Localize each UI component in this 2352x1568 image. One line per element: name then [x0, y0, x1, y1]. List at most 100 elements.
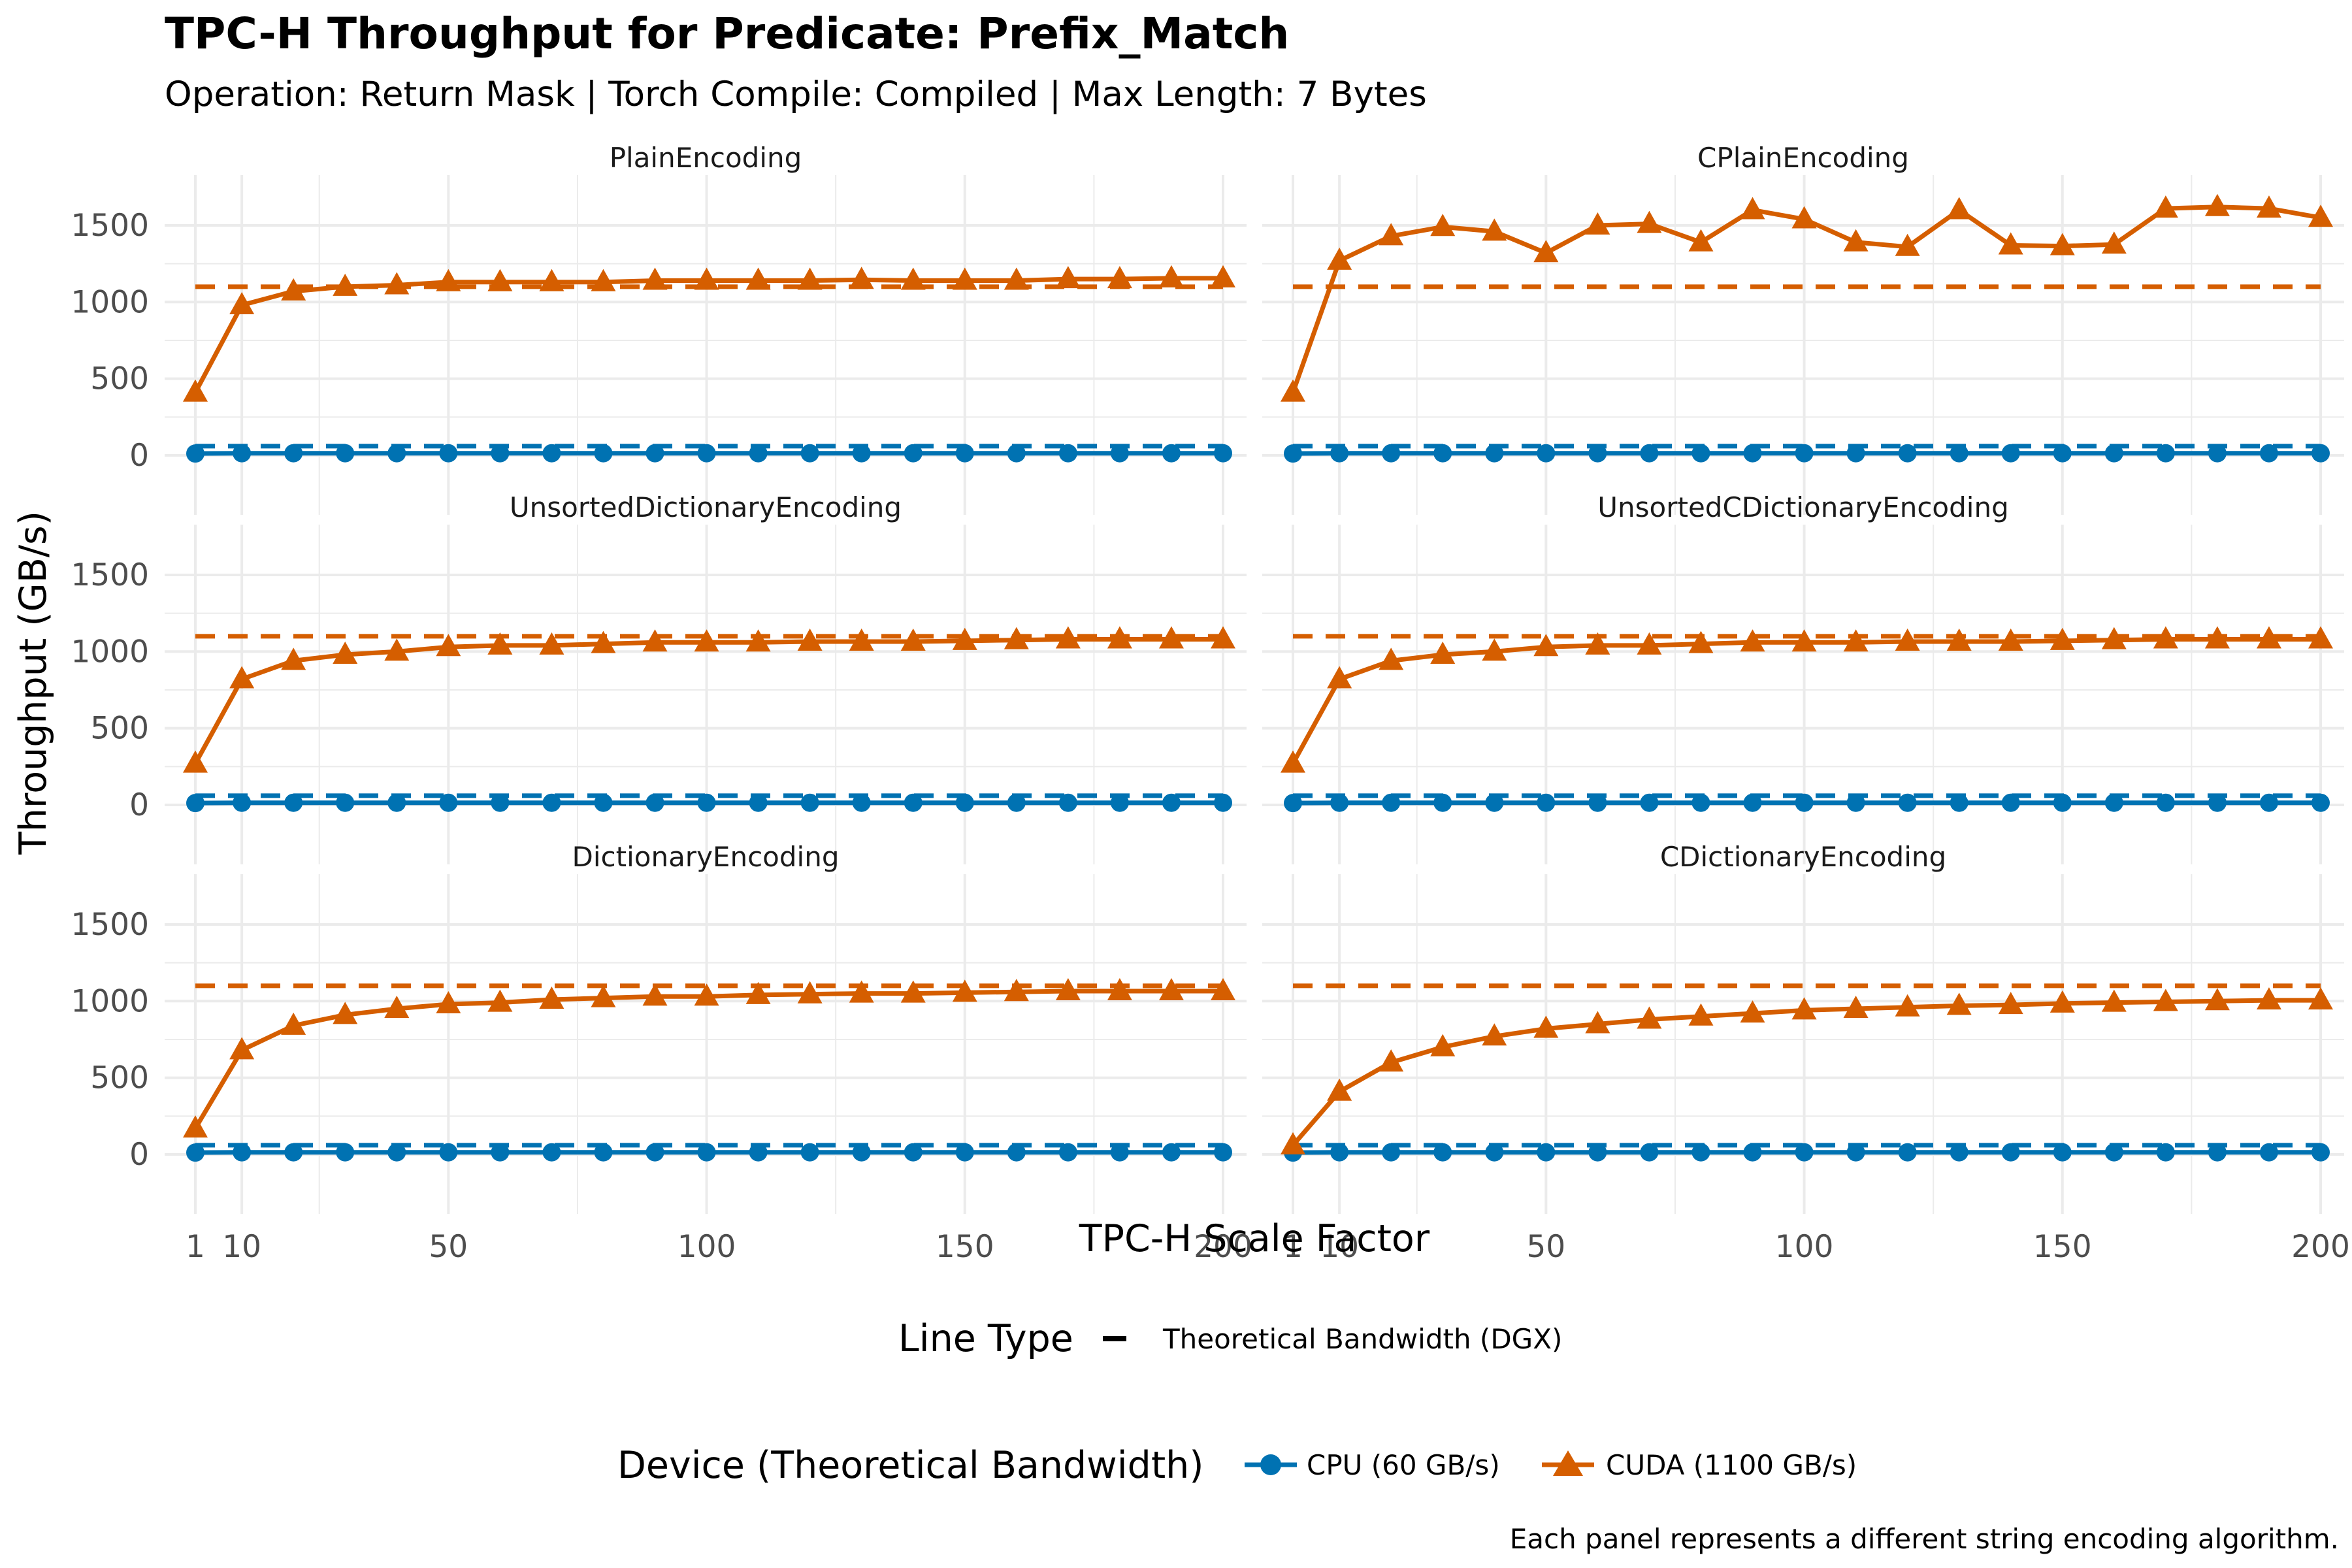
- cuda-point: [1482, 638, 1507, 661]
- cuda-point: [1688, 630, 1714, 653]
- cuda-point: [1791, 206, 1817, 229]
- cuda-point: [1482, 218, 1507, 241]
- cpu-point: [284, 793, 303, 812]
- cuda-point: [2308, 987, 2333, 1010]
- cpu-point: [439, 793, 458, 812]
- cuda-point: [694, 267, 719, 290]
- x-tick-label: 1: [186, 1229, 205, 1265]
- cuda-point: [1158, 626, 1184, 649]
- cpu-point: [1691, 1143, 1710, 1162]
- cuda-point: [1211, 626, 1235, 649]
- cuda-point: [1637, 210, 1662, 233]
- cpu-point: [1846, 793, 1865, 812]
- y-tick-label: 1500: [71, 557, 149, 593]
- cuda-point: [2153, 195, 2178, 218]
- cpu-point: [1162, 1143, 1181, 1162]
- cpu-point: [1950, 444, 1968, 463]
- cuda-point: [2050, 233, 2075, 255]
- cpu-point: [2104, 444, 2123, 463]
- cpu-point: [1898, 444, 1917, 463]
- cuda-point: [1946, 992, 1972, 1015]
- cuda-point: [1211, 978, 1235, 1001]
- cpu-point: [1007, 444, 1026, 463]
- cpu-point: [1795, 1143, 1814, 1162]
- y-axis-title: Throughput (GB/s): [12, 511, 55, 855]
- cpu-point: [2156, 1143, 2175, 1162]
- y-tick-label: 1500: [71, 907, 149, 943]
- cpu-point: [2104, 1143, 2123, 1162]
- cuda-point: [2308, 626, 2333, 649]
- x-tick-label: 200: [1194, 1229, 1252, 1265]
- x-tick-label: 50: [1526, 1229, 1565, 1265]
- cuda-point: [642, 983, 668, 1006]
- cpu-point: [2311, 444, 2330, 463]
- cpu-point: [749, 793, 768, 812]
- cpu-point: [1846, 1143, 1865, 1162]
- x-tick-label: 100: [1775, 1229, 1834, 1265]
- cpu-point: [2156, 793, 2175, 812]
- cuda-point: [229, 291, 255, 314]
- cpu-point: [645, 1143, 664, 1162]
- cpu-point: [1485, 444, 1504, 463]
- legend-line-type: Line Type Theoretical Bandwidth (DGX): [898, 1317, 1562, 1360]
- cpu-point: [1537, 444, 1556, 463]
- cuda-point: [281, 278, 306, 301]
- cuda-point: [642, 267, 668, 290]
- cuda-point: [745, 981, 771, 1004]
- cuda-point: [1895, 233, 1920, 256]
- cpu-point: [1284, 794, 1302, 813]
- cpu-point: [1110, 1143, 1129, 1162]
- cpu-point: [233, 793, 252, 812]
- cpu-point: [284, 1143, 303, 1162]
- cuda-point: [333, 1002, 358, 1024]
- chart-title: TPC-H Throughput for Predicate: Prefix_M…: [165, 8, 1289, 59]
- cuda-point: [2101, 627, 2127, 649]
- cuda-point: [1585, 632, 1610, 655]
- y-tick-label: 1000: [71, 284, 149, 320]
- cpu-point: [542, 444, 561, 463]
- cuda-point: [1004, 979, 1029, 1002]
- cuda-point: [1004, 267, 1029, 290]
- panel-title: CDictionaryEncoding: [1660, 841, 1946, 873]
- cuda-point: [591, 269, 616, 291]
- cpu-point: [1058, 793, 1077, 812]
- cuda-point: [1211, 265, 1235, 287]
- cuda-point: [591, 985, 616, 1007]
- panel-title: PlainEncoding: [610, 142, 802, 174]
- x-tick-label: 50: [429, 1229, 468, 1265]
- cpu-point: [2311, 793, 2330, 812]
- cuda-point: [745, 267, 771, 290]
- cpu-point: [2156, 444, 2175, 463]
- cpu-point: [800, 1143, 819, 1162]
- cpu-point: [1846, 444, 1865, 463]
- cpu-point: [1330, 793, 1349, 812]
- cuda-point: [1585, 1011, 1610, 1034]
- panel-DictionaryEncoding: DictionaryEncoding 0 500 1000 1500 1 10 50 100 15…: [71, 841, 1252, 1265]
- cuda-point: [1998, 992, 2023, 1015]
- cpu-point: [594, 1143, 613, 1162]
- cpu-point: [1330, 1143, 1349, 1162]
- legend-device: Device (Theoretical Bandwidth) CPU (60 G…: [617, 1444, 1857, 1487]
- cuda-point: [849, 267, 874, 289]
- chart-caption: Each panel represents a different string…: [1510, 1523, 2339, 1555]
- cpu-point: [1898, 1143, 1917, 1162]
- cpu-point: [2001, 444, 2020, 463]
- cuda-point: [2101, 989, 2127, 1012]
- cuda-point: [1688, 229, 1714, 252]
- cuda-point: [333, 273, 358, 296]
- cuda-point: [1327, 666, 1352, 689]
- cpu-point: [1691, 793, 1710, 812]
- cuda-point: [1107, 626, 1132, 649]
- cpu-point: [1795, 793, 1814, 812]
- y-tick-label: 500: [90, 711, 149, 747]
- cpu-point: [1162, 444, 1181, 463]
- cuda-point: [183, 1115, 208, 1138]
- cuda-point: [1379, 223, 1404, 246]
- cuda-point: [1430, 214, 1456, 237]
- cpu-point: [1898, 793, 1917, 812]
- x-tick-label: 150: [936, 1229, 994, 1265]
- cpu-point: [594, 444, 613, 463]
- cuda-point: [900, 629, 926, 651]
- panels: PlainEncoding050010001500CPlainEncodingU…: [71, 142, 2349, 1265]
- cpu-point: [594, 793, 613, 812]
